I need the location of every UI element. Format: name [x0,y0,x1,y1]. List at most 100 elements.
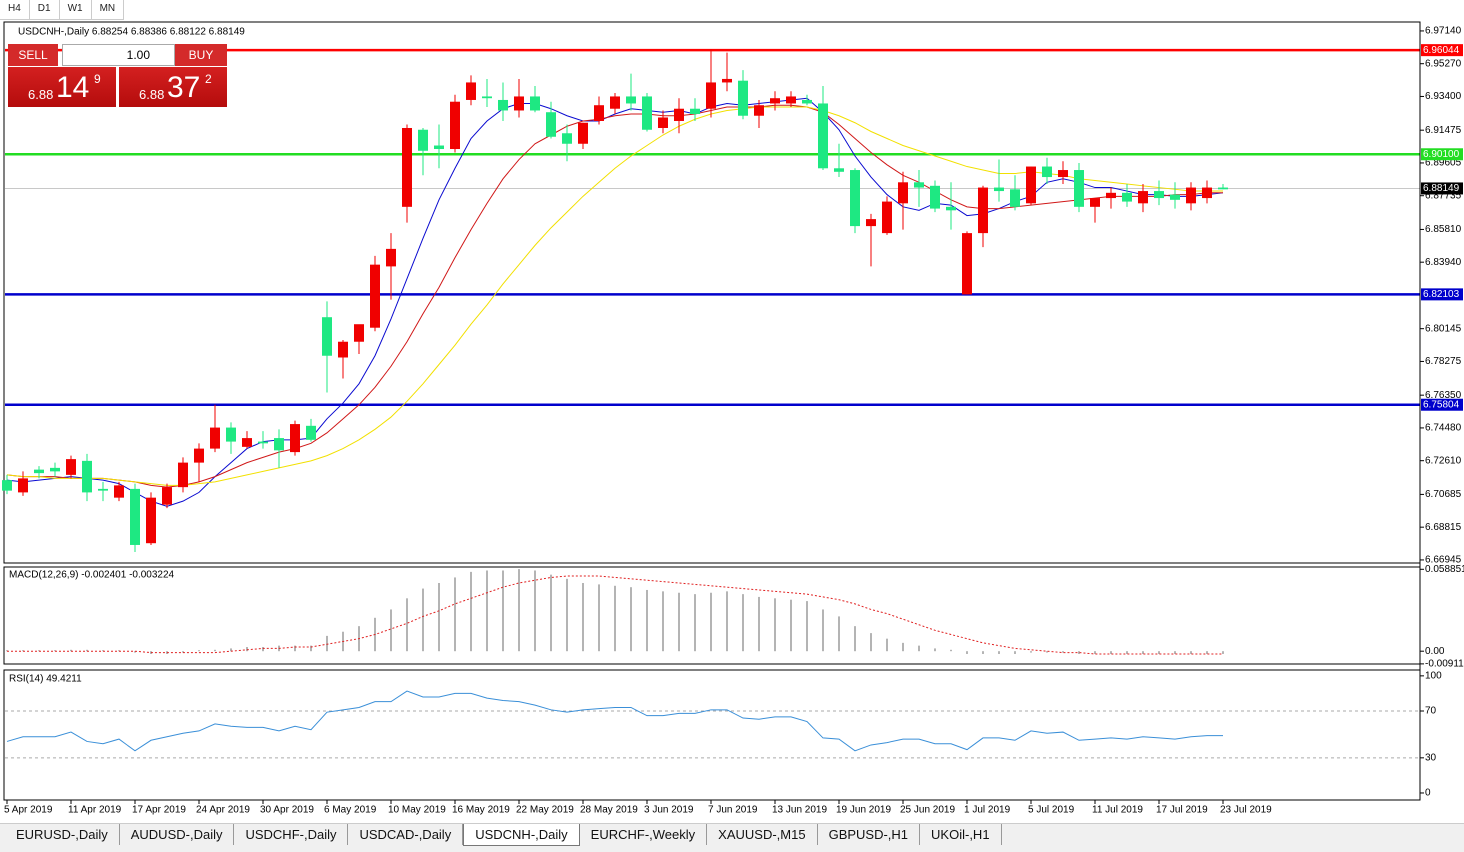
lot-value: 1.00 [126,48,150,62]
y-tick-label: 6.76350 [1425,390,1462,401]
candle-body [258,441,268,444]
chart-tab[interactable]: EURUSD-,Daily [5,824,120,845]
x-tick-label: 11 Jul 2019 [1092,805,1143,816]
chart-tab[interactable]: USDCNH-,Daily [463,824,580,846]
level-label: 6.96044 [1423,45,1460,56]
y-tick-label: 6.87735 [1425,190,1462,201]
candle-body [1218,187,1228,190]
chart-tab[interactable]: EURCHF-,Weekly [580,824,708,845]
ask-big: 6.88 [139,87,165,102]
candle-body [498,99,508,111]
sell-button[interactable]: SELL [8,44,58,66]
candle-body [626,96,636,104]
candle-body [1058,170,1068,178]
candle-body [882,201,892,234]
candle-body [162,487,172,505]
panel-frame [3,566,1421,665]
x-tick-label: 17 Jul 2019 [1156,805,1208,816]
x-tick-label: 28 May 2019 [580,805,638,816]
timeframe-button[interactable]: MN [92,0,125,19]
candle-body [1138,191,1148,204]
candle-body [178,462,188,488]
candle-body [770,98,780,104]
level-label-box [1421,148,1463,161]
y-tick-label: 0 [1425,788,1431,799]
moving-average-line [6,106,1223,486]
chart-tab[interactable]: AUDUSD-,Daily [120,824,235,845]
candle-body [482,96,492,99]
timeframe-button[interactable]: H4 [0,0,30,19]
indicator-title: RSI(14) 49.4211 [9,674,82,685]
candle-body [274,438,284,451]
bid-price[interactable]: 6.88 14 9 [8,67,116,107]
y-tick-label: 100 [1425,670,1442,681]
x-tick-label: 19 Jun 2019 [836,805,891,816]
bid-main: 14 [56,71,90,104]
candle-body [114,485,124,498]
x-tick-label: 5 Jul 2019 [1028,805,1075,816]
candle-body [370,264,380,328]
candle-body [994,187,1004,192]
timeframe-button[interactable]: D1 [30,0,60,19]
candle-body [434,145,444,150]
chart-tabs: EURUSD-,Daily AUDUSD-,Daily USDCHF-,Daily U… [0,823,1464,852]
candle-body [738,80,748,116]
candle-body [322,317,332,356]
candle-body [914,182,924,188]
candle-body [82,460,92,493]
candle-body [722,78,732,83]
candle-body [946,206,956,211]
x-tick-label: 30 Apr 2019 [260,805,314,816]
candle-body [850,170,860,227]
chart-tab[interactable]: GBPUSD-,H1 [818,824,921,845]
candle-body [290,424,300,453]
buy-button[interactable]: BUY [175,44,227,66]
x-tick-label: 22 May 2019 [516,805,574,816]
chart-tab[interactable]: USDCHF-,Daily [234,824,349,845]
candle-body [402,127,412,207]
indicator-title: MACD(12,26,9) -0.002401 -0.003224 [9,570,175,581]
level-label-box [1421,44,1463,57]
y-tick-label: 6.66945 [1425,555,1462,566]
candle-body [418,129,428,151]
y-tick-label: -0.009116 [1425,659,1464,670]
candle-body [18,478,28,493]
trade-panel: SELL 1.00 BUY 6.88 14 9 6.88 37 2 [8,44,228,108]
y-tick-label: 6.83940 [1425,257,1462,268]
chart-tab[interactable]: XAUUSD-,M15 [707,824,818,845]
candle-body [306,425,316,440]
ask-main: 37 [167,71,201,104]
candle-body [674,108,684,121]
timeframe-toolbar: H4 D1 W1 MN [0,0,125,20]
ask-price[interactable]: 6.88 37 2 [119,67,227,107]
candle-body [66,459,76,475]
bid-big: 6.88 [28,87,54,102]
x-tick-label: 16 May 2019 [452,805,510,816]
y-tick-label: 6.89605 [1425,158,1462,169]
timeframe-button[interactable]: W1 [60,0,92,19]
candle-body [514,96,524,111]
y-tick-label: 6.70685 [1425,489,1462,500]
x-tick-label: 24 Apr 2019 [196,805,250,816]
lot-input[interactable]: 1.00 [62,44,175,66]
bid-small: 9 [94,72,101,86]
x-tick-label: 5 Apr 2019 [4,805,53,816]
level-label: 6.88149 [1423,183,1460,194]
chart-tab[interactable]: UKOil-,H1 [920,824,1002,845]
candle-body [658,117,668,128]
chart-title: USDCNH-,Daily 6.88254 6.88386 6.88122 6.… [18,27,245,38]
level-label: 6.90100 [1423,149,1460,160]
candle-body [754,105,764,116]
y-tick-label: 6.93400 [1425,91,1462,102]
candle-body [210,427,220,449]
candle-body [802,99,812,104]
candle-body [546,112,556,137]
ask-small: 2 [205,72,212,86]
candle-body [2,480,12,491]
chart-tab[interactable]: USDCAD-,Daily [348,824,464,845]
y-tick-label: 30 [1425,752,1437,763]
candle-body [578,122,588,144]
y-tick-label: 6.97140 [1425,26,1462,37]
candle-body [1090,198,1100,207]
